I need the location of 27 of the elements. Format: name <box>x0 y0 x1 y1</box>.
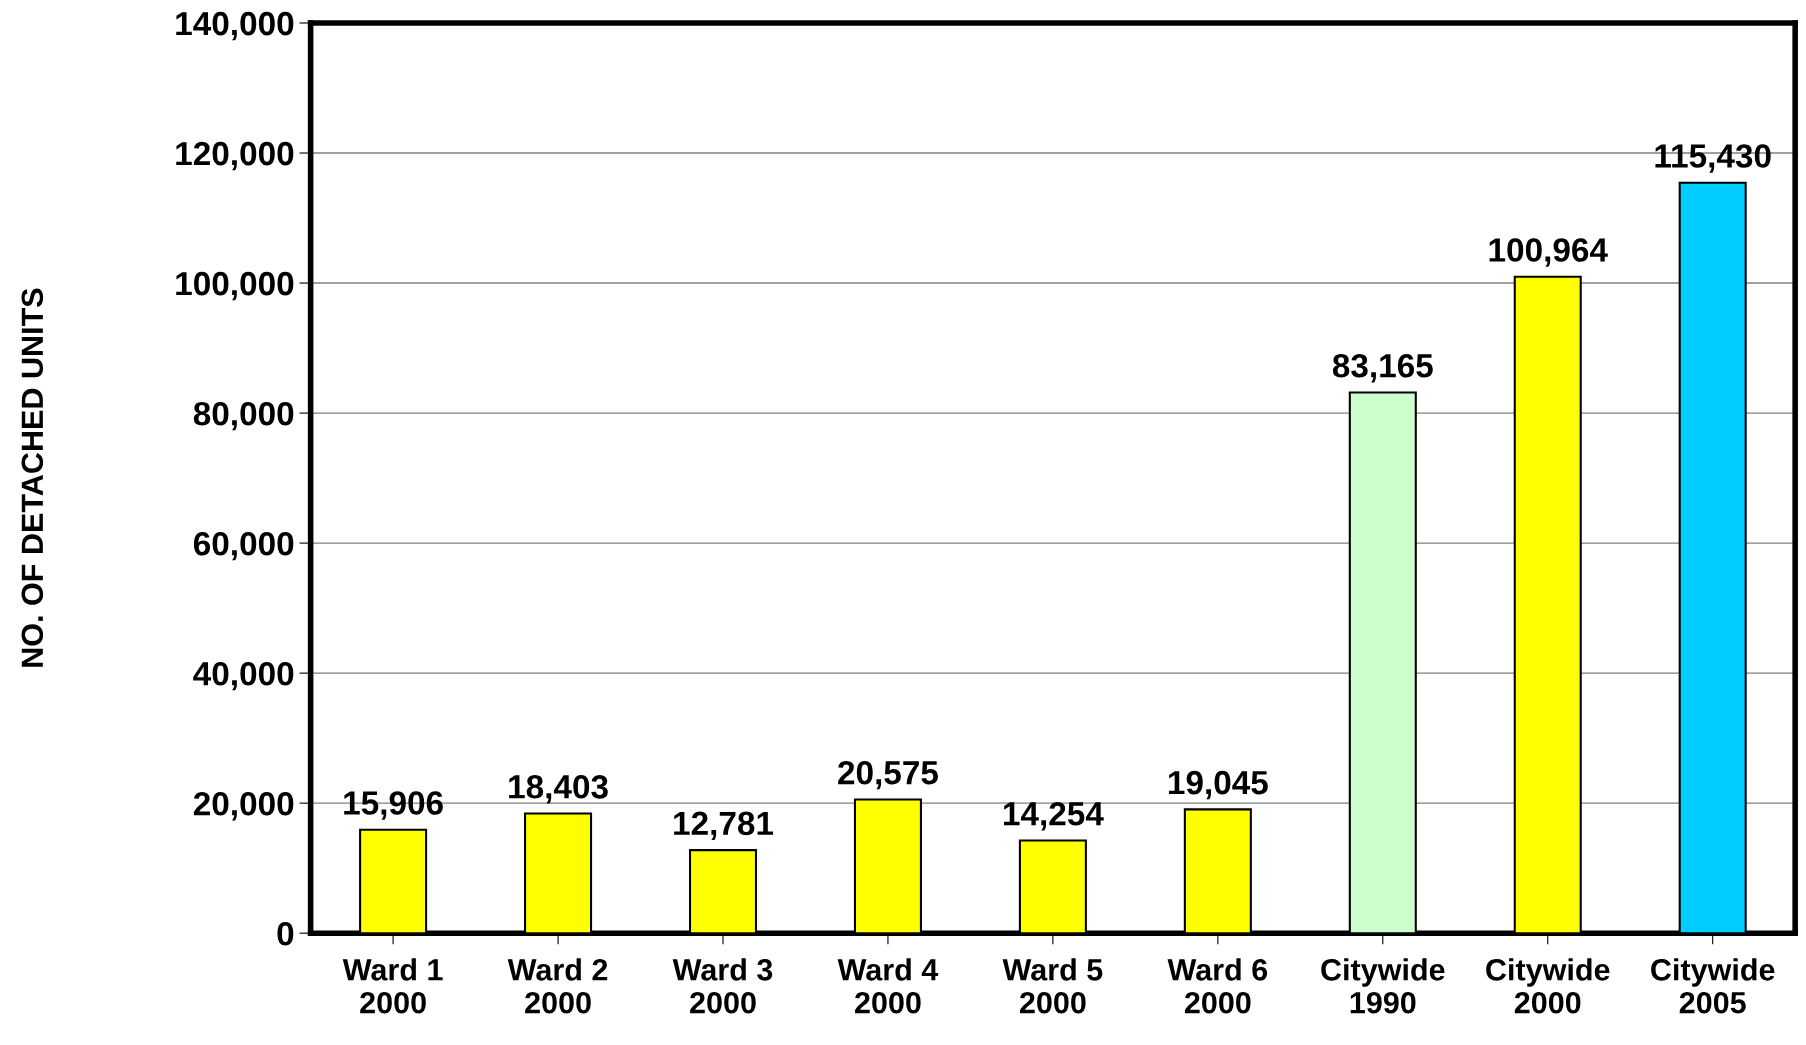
y-tick-label: 120,000 <box>176 141 294 171</box>
data-label: 14,254 <box>1004 801 1104 831</box>
x-tick-label: Citywide 2000 <box>1486 958 1610 1014</box>
data-label: 115,430 <box>1655 144 1771 173</box>
y-tick-label: 100,000 <box>176 271 294 301</box>
x-tick-label: Citywide 2005 <box>1651 958 1775 1014</box>
x-tick-label: Ward 4 2000 <box>837 958 939 1014</box>
y-tick-label: 20,000 <box>193 791 294 821</box>
data-label: 20,575 <box>838 760 938 790</box>
y-tick-label: 60,000 <box>193 531 294 561</box>
data-label: 18,403 <box>509 775 608 804</box>
x-tick-label: Citywide 1990 <box>1321 958 1445 1014</box>
data-label: 15,906 <box>344 791 443 820</box>
y-axis-title: NO. OF DETACHED UNITS <box>21 288 44 667</box>
data-label: 19,045 <box>1168 770 1268 800</box>
y-tick-label: 0 <box>277 921 294 946</box>
x-tick-label: Ward 1 2000 <box>342 958 443 1014</box>
x-tick-label: Ward 2 2000 <box>507 958 608 1014</box>
data-label: 100,964 <box>1489 238 1608 267</box>
x-tick-label: Ward 3 2000 <box>672 958 773 1014</box>
data-label: 12,781 <box>674 811 774 840</box>
y-tick-label: 80,000 <box>193 401 294 431</box>
x-tick-label: Ward 5 2000 <box>1002 958 1103 1014</box>
x-tick-label: Ward 6 2000 <box>1167 958 1268 1014</box>
y-tick-label: 40,000 <box>193 661 294 691</box>
data-label: 83,165 <box>1332 353 1433 383</box>
y-tick-label: 140,000 <box>176 11 294 41</box>
